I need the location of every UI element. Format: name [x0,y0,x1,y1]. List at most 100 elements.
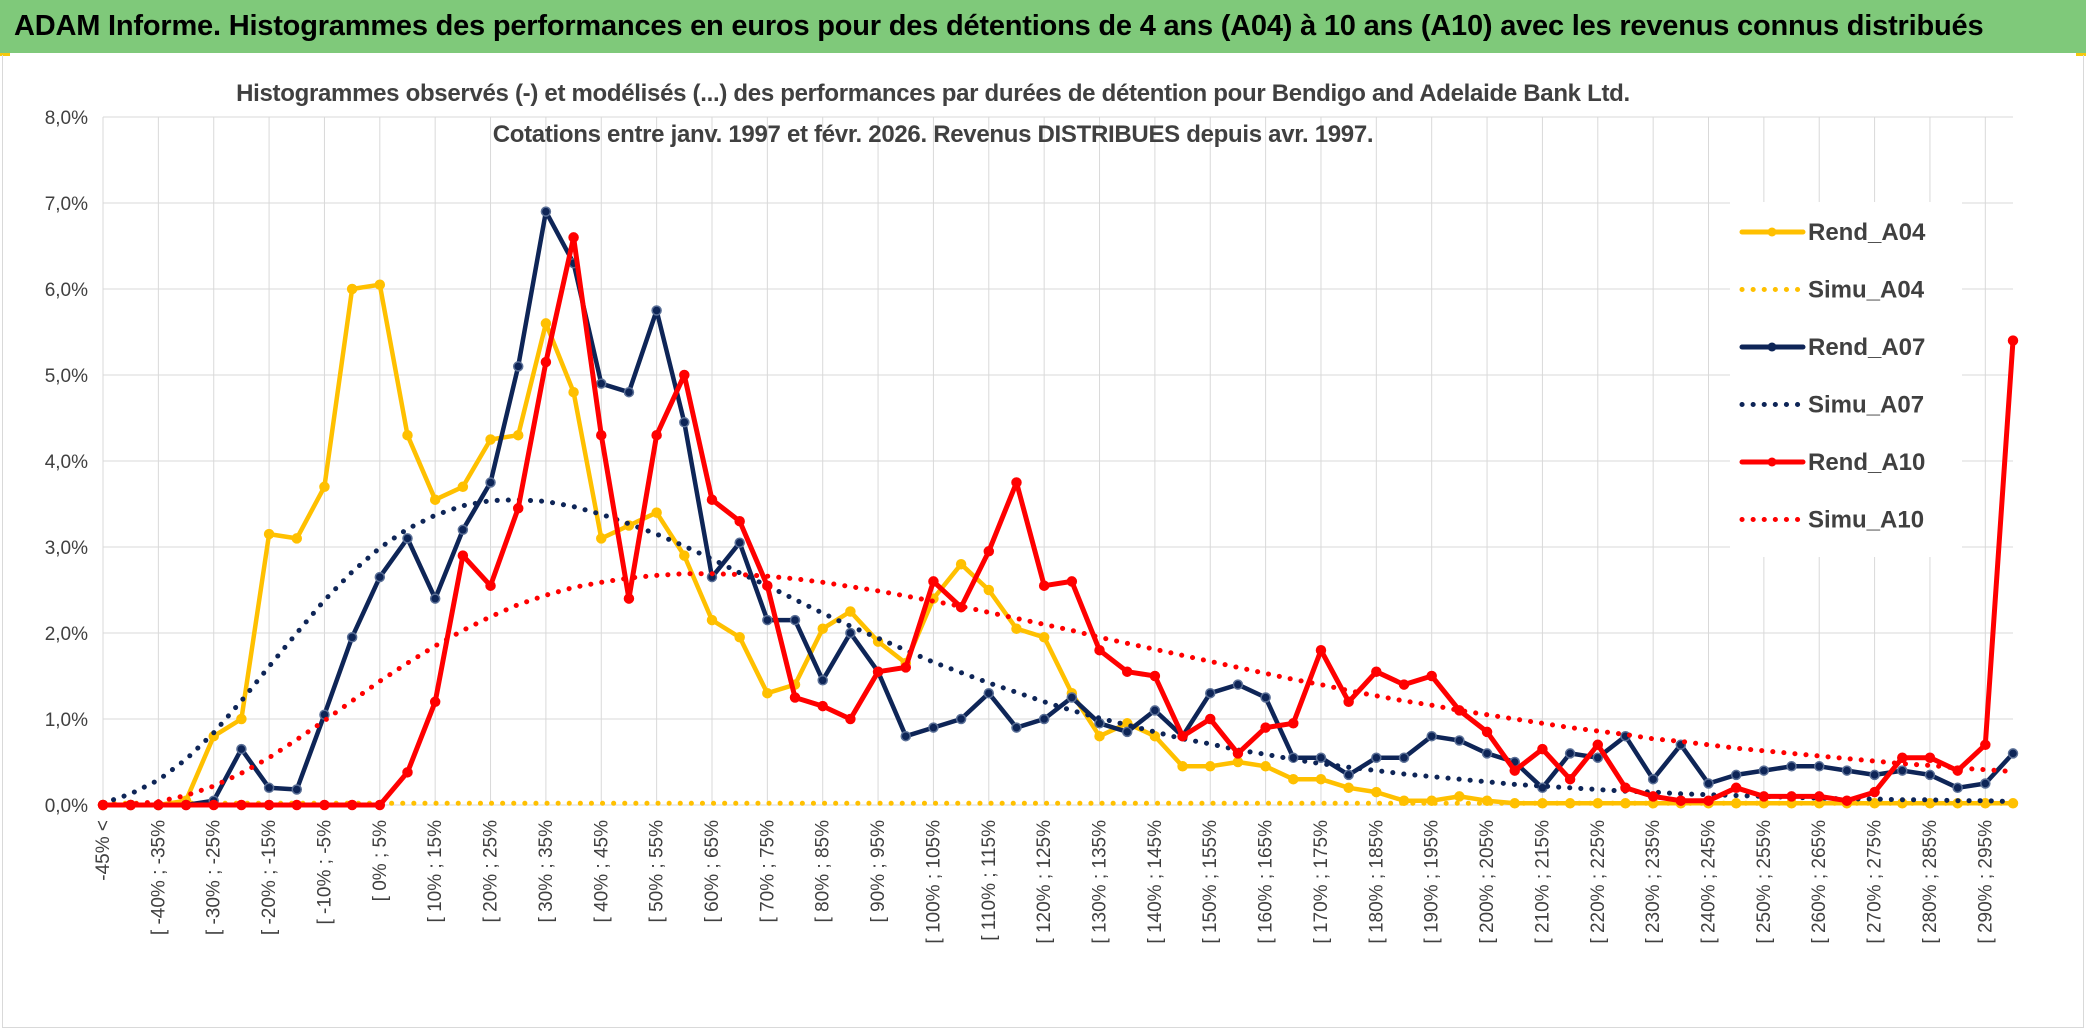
data-point-rend_a04 [1149,730,1161,742]
data-point-rend_a07 [346,632,358,643]
y-tick-label: 0,0% [45,796,88,817]
data-point-rend_a07 [1841,765,1853,776]
data-point-rend_a10 [1620,782,1631,794]
y-tick-label: 2,0% [45,624,88,645]
data-point-rend_a04 [1371,786,1382,798]
data-point-rend_a10 [1011,477,1022,488]
x-tick-label: [ 210% ; 215% [1532,820,1553,944]
data-point-rend_a10 [1509,765,1520,776]
data-point-rend_a07 [1481,748,1493,759]
data-point-rend_a04 [845,606,856,617]
data-point-rend_a04 [1038,632,1050,643]
x-tick-label: [ 270% ; 275% [1865,820,1886,944]
y-tick-label: 5,0% [45,366,88,387]
series-line-rend_a07 [100,209,2016,808]
x-tick-label: [ 280% ; 285% [1920,820,1941,944]
x-tick-label: [ 150% ; 155% [1200,820,1221,944]
data-point-rend_a10 [1786,791,1797,802]
x-tick-label: -45% < [93,820,114,881]
legend-background [1730,202,1962,557]
x-tick-label: [ 0% ; 5% [370,820,391,901]
data-point-rend_a04 [485,434,496,445]
data-point-rend_a04 [596,533,607,544]
legend-label-rend_a04: Rend_A04 [1808,219,1926,246]
data-point-rend_a10 [1924,752,1936,763]
x-tick-label: [ 260% ; 265% [1809,820,1830,944]
data-point-rend_a10 [180,799,192,811]
data-point-rend_a07 [263,782,275,794]
y-tick-label: 1,0% [45,710,88,731]
data-point-rend_a07 [1592,752,1604,763]
data-point-rend_a10 [568,232,579,243]
y-tick-label: 6,0% [45,280,88,301]
data-point-rend_a10 [1647,791,1659,802]
data-point-rend_a07 [1371,752,1382,763]
data-point-rend_a07 [1260,692,1271,703]
data-point-rend_a07 [1426,730,1437,742]
x-tick-label: [ 140% ; 145% [1145,820,1166,944]
data-point-rend_a10 [706,494,718,505]
data-point-rend_a10 [485,580,496,591]
data-point-rend_a10 [1869,786,1880,798]
data-point-rend_a07 [983,687,995,699]
data-point-rend_a10 [762,580,773,591]
data-point-rend_a10 [900,662,912,673]
data-point-rend_a07 [762,614,773,626]
data-point-rend_a10 [1204,713,1216,725]
x-tick-label: [ 80% ; 85% [813,820,834,923]
x-axis: -45% < [ -40% ; -35% [ -30% ; -25% [ -20% ;… [93,820,1996,944]
data-point-rend_a04 [1177,761,1188,772]
data-point-rend_a07 [1897,765,1908,776]
data-point-rend_a07 [512,361,524,372]
data-point-rend_a07 [1786,761,1797,772]
data-point-rend_a10 [346,799,358,811]
data-point-rend_a04 [762,687,773,699]
y-tick-label: 3,0% [45,538,88,559]
data-point-rend_a04 [1288,773,1299,785]
data-point-rend_a07 [928,722,939,733]
data-point-rend_a10 [512,503,524,514]
data-point-rend_a07 [1204,687,1216,699]
x-tick-label: [ 180% ; 185% [1366,820,1387,944]
chart-gridlines [102,116,2013,806]
data-point-rend_a04 [1094,730,1105,742]
data-point-rend_a10 [2007,335,2019,346]
data-point-rend_a10 [1288,718,1299,729]
data-point-rend_a04 [429,494,441,505]
data-point-rend_a10 [1897,752,1908,763]
x-tick-label: [ 70% ; 75% [757,820,778,923]
data-point-rend_a10 [1094,644,1105,656]
data-point-rend_a07 [623,386,635,398]
data-point-rend_a04 [679,550,690,561]
x-tick-label: [ -40% ; -35% [148,820,169,935]
data-point-rend_a07 [651,305,662,316]
x-tick-label: [ -30% ; -25% [204,820,225,935]
y-tick-label: 4,0% [45,452,88,473]
data-point-rend_a04 [291,533,303,544]
x-tick-label: [ 160% ; 165% [1256,820,1277,944]
y-tick-label: 8,0% [45,108,88,129]
data-point-rend_a07 [679,417,690,428]
data-point-rend_a10 [1232,748,1244,759]
data-point-rend_a10 [1426,670,1437,682]
data-point-rend_a10 [1730,782,1742,794]
x-tick-label: [ 240% ; 245% [1699,820,1720,944]
data-point-rend_a10 [540,356,552,368]
data-point-rend_a07 [1343,769,1354,781]
data-point-rend_a07 [1758,765,1770,776]
corner-accent-left [0,53,10,56]
x-tick-label: [ 20% ; 25% [481,820,502,923]
legend-marker-rend_a04 [1767,227,1777,237]
data-point-rend_a10 [1537,743,1548,755]
data-point-rend_a10 [319,799,330,811]
data-point-rend_a07 [1094,718,1105,729]
data-point-rend_a10 [1481,726,1493,738]
chart-legend: Rend_A04 Simu_A04 Rend_A07 Simu_A07 Rend_A10… [1730,202,1962,557]
legend-label-simu_a07: Simu_A07 [1808,392,1924,419]
data-point-rend_a07 [1232,679,1244,690]
data-point-rend_a07 [817,675,828,686]
data-point-rend_a07 [955,713,967,725]
x-tick-label: [ 110% ; 115% [979,820,1000,941]
data-point-rend_a07 [596,378,607,389]
